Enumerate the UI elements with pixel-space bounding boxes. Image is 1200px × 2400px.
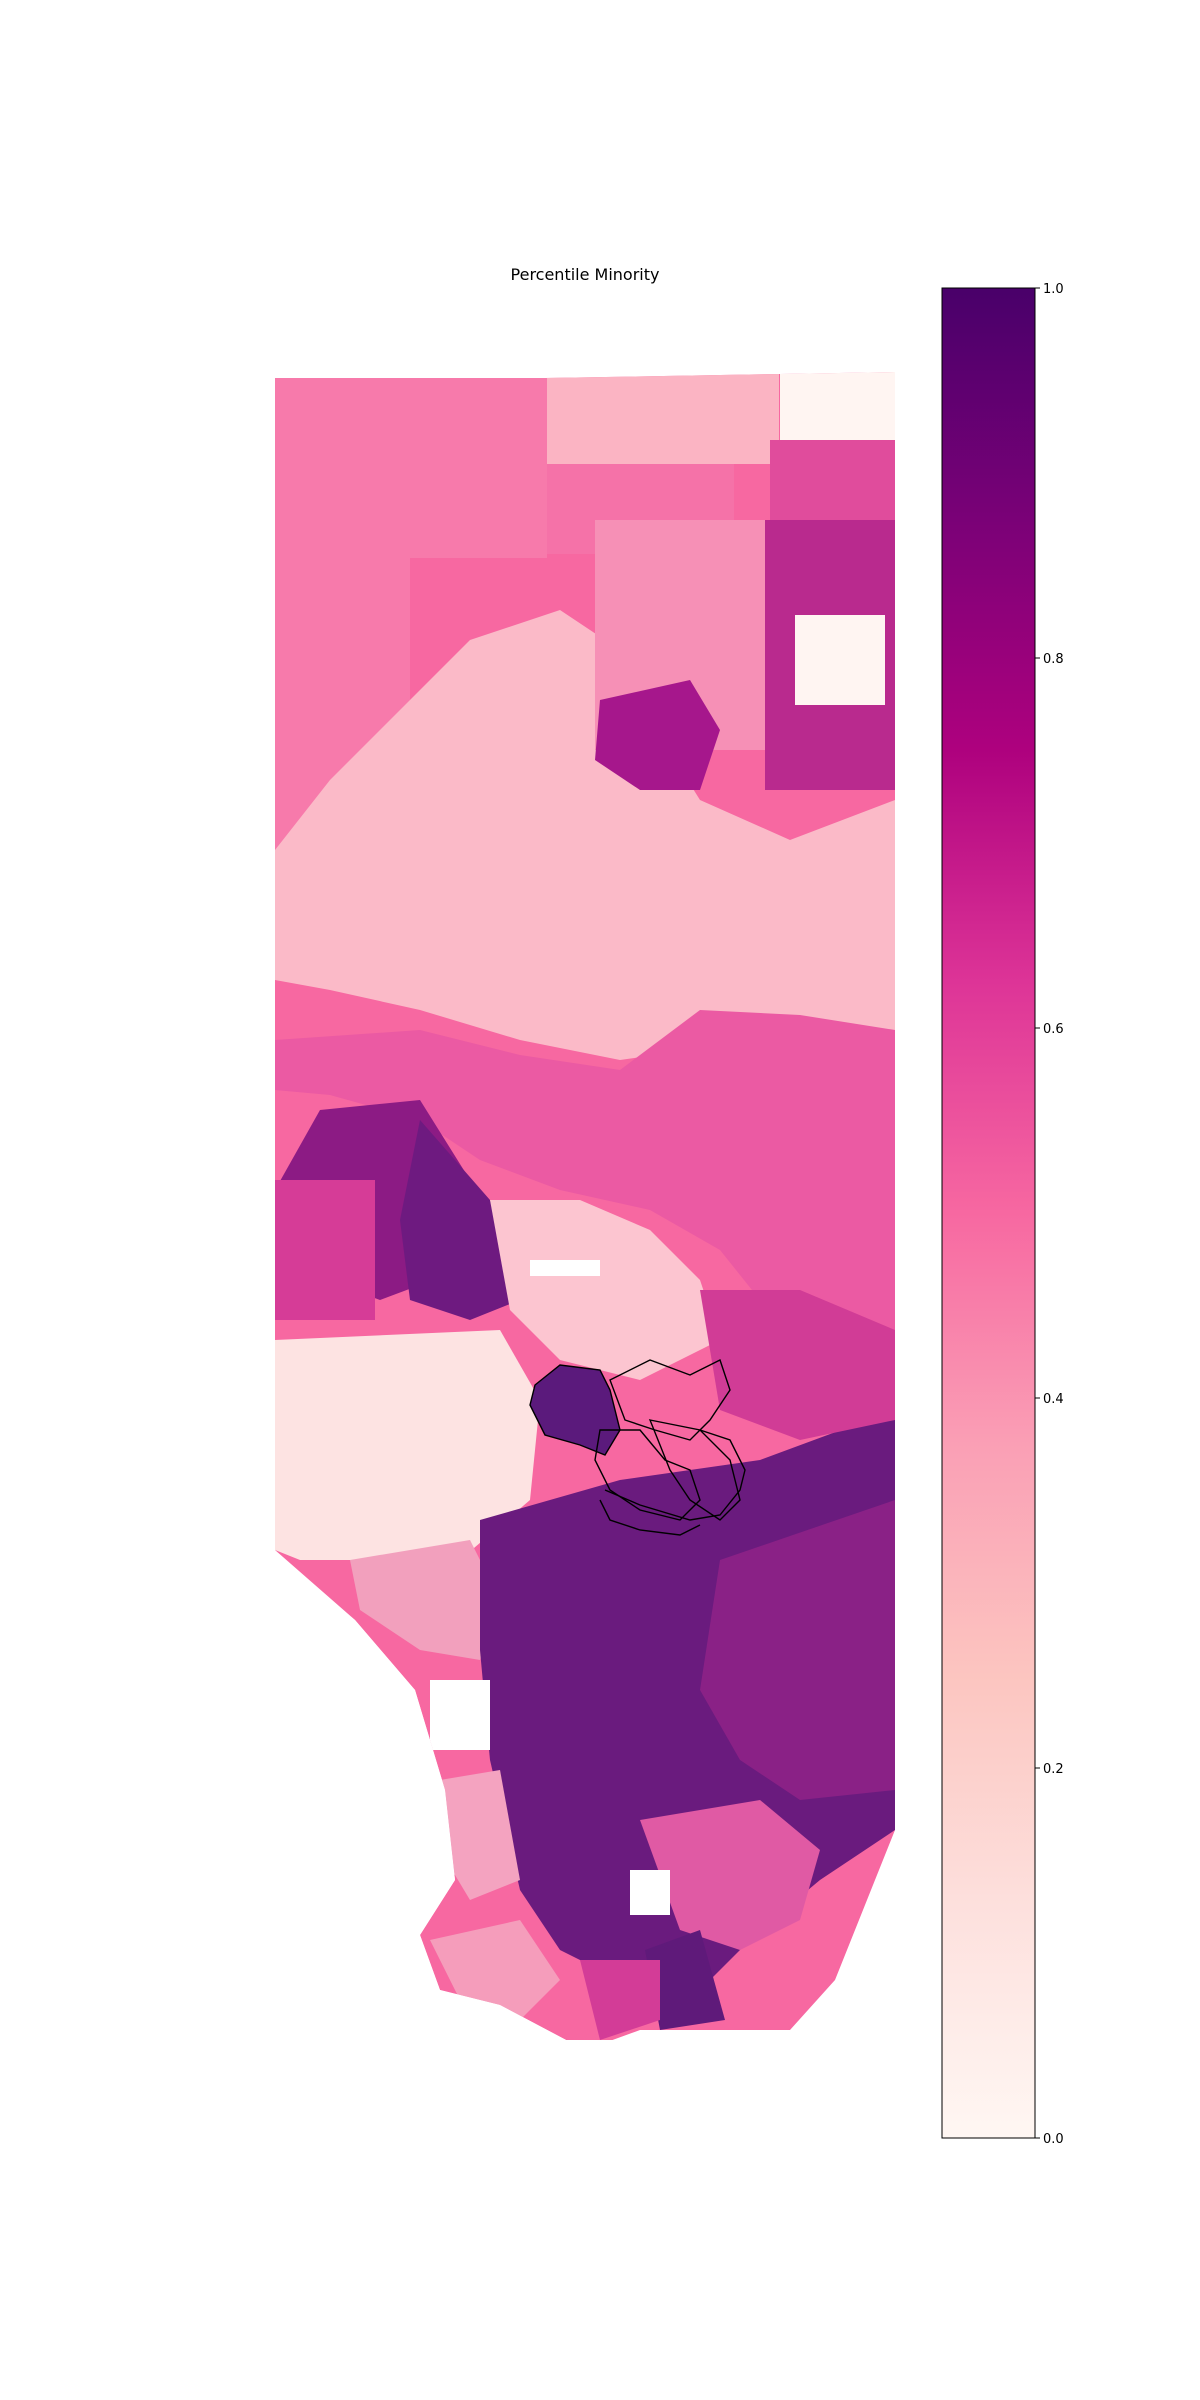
map-region-empty-south <box>630 1870 670 1915</box>
map-region-harbor <box>645 1930 725 2030</box>
map-region-san-pedro <box>580 1960 660 2040</box>
colorbar-ticks: 0.0 0.2 0.4 0.6 0.8 1.0 <box>1035 282 1064 2147</box>
map-region-foothills <box>490 1200 720 1380</box>
colorbar-tick-label: 0.0 <box>1043 2132 1064 2147</box>
chart-title: Percentile Minority <box>511 265 660 284</box>
map-region-mid-band <box>275 1010 895 1340</box>
colorbar-tick-label: 0.8 <box>1043 652 1064 667</box>
choropleth-map <box>275 372 895 2040</box>
district-outline-2 <box>609 1359 731 1441</box>
map-region-dense-north-cluster <box>595 680 720 790</box>
colorbar-tick-label: 0.6 <box>1043 1022 1064 1037</box>
map-region-sfv-east <box>400 1120 520 1320</box>
map-region-southeast <box>700 1500 895 1800</box>
map-region-palos-verdes <box>430 1920 560 2020</box>
map-region-south-coast <box>440 1770 520 1900</box>
colorbar-tick-label: 0.2 <box>1043 1762 1064 1777</box>
district-outline-4 <box>648 1419 741 1521</box>
map-region-west-hills <box>275 1180 375 1320</box>
map-region-northeast-empty-2 <box>795 615 885 705</box>
colorbar-gradient <box>941 287 1036 2139</box>
map-region-empty-coastal <box>430 1680 490 1750</box>
map-region-santa-monica <box>350 1540 500 1660</box>
map-region-north-central <box>547 374 779 464</box>
map-region-antelope-valley <box>275 610 895 1060</box>
map-region-empty-patch <box>530 1260 600 1276</box>
colorbar: 0.0 0.2 0.4 0.6 0.8 1.0 <box>941 282 1064 2147</box>
map-region-long-beach <box>640 1800 820 1950</box>
district-outline-6 <box>599 1499 701 1536</box>
map-region-east <box>700 1290 895 1440</box>
highlighted-districts <box>529 1359 746 1536</box>
district-outline-1 <box>529 1364 621 1456</box>
ocean-area <box>270 1550 585 2050</box>
map-region-northwest <box>275 378 547 558</box>
colorbar-tick-label: 0.4 <box>1043 1392 1064 1407</box>
district-outline-3 <box>594 1429 701 1521</box>
district-outline-5 <box>604 1429 746 1521</box>
colorbar-tick-label: 1.0 <box>1043 282 1064 297</box>
map-region-westside <box>275 1330 540 1560</box>
